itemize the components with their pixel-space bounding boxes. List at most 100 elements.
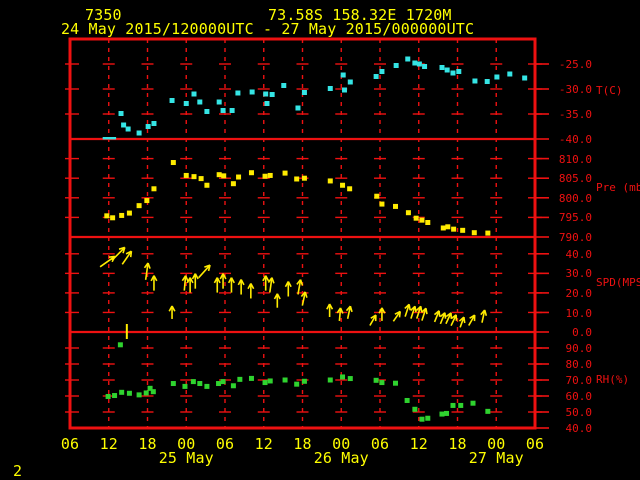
pressure-point xyxy=(183,172,189,178)
wind-arrow-head xyxy=(421,307,427,313)
wind-arrow-shaft xyxy=(297,279,302,295)
hour-label: 18 xyxy=(293,435,312,453)
temp-point xyxy=(301,90,307,95)
wind-arrow-shaft xyxy=(410,306,416,319)
wind-arrow-head xyxy=(122,247,126,254)
rh-point xyxy=(248,375,254,381)
wind-arrow-head xyxy=(129,251,133,258)
wind-arrow-shaft xyxy=(433,310,440,323)
temp-point xyxy=(472,78,478,84)
temp-point xyxy=(295,105,301,111)
wind-arrow-head xyxy=(463,316,466,324)
wind-arrow-shaft xyxy=(198,264,211,279)
wind-arrow-head xyxy=(171,305,176,312)
pressure-point xyxy=(204,182,210,188)
wind-arrow-head xyxy=(143,262,149,269)
wind-arrow-head xyxy=(108,255,115,258)
ytick-label: -40.0 xyxy=(558,133,592,146)
wind-arrow-head xyxy=(240,279,245,286)
wind-arrow-shaft xyxy=(421,307,427,321)
wind-arrow-head xyxy=(273,293,279,300)
wind-arrow-head xyxy=(264,275,270,282)
rh-point xyxy=(147,385,153,391)
pressure-point xyxy=(104,213,110,219)
wind-arrow-shaft xyxy=(369,314,377,326)
temp-point xyxy=(341,87,347,93)
wind-arrow-head xyxy=(204,264,211,268)
wind-arrow-head xyxy=(336,307,342,314)
wind-arrow-head xyxy=(267,277,273,283)
rh-point xyxy=(425,415,431,421)
wind-arrow-head xyxy=(271,277,275,284)
wind-arrow-shaft xyxy=(415,306,422,319)
wind-arrow-head xyxy=(181,275,187,282)
wind-arrow-head xyxy=(370,314,377,319)
temp-point xyxy=(456,69,462,74)
pressure-point xyxy=(379,201,385,207)
temp-point xyxy=(151,121,157,126)
pressure-point xyxy=(294,176,300,182)
date-label: 25 May xyxy=(158,449,214,467)
wind-arrow-head xyxy=(118,246,126,250)
ytick-label: 30.0 xyxy=(565,267,593,281)
temp-point xyxy=(412,60,418,66)
pressure-point xyxy=(119,212,125,218)
wind-arrow-shaft xyxy=(269,277,273,293)
rh-point xyxy=(150,389,156,395)
temp-point xyxy=(507,71,513,77)
temp-point xyxy=(379,69,385,74)
wind-arrow-head xyxy=(189,277,194,284)
rh-point xyxy=(190,379,196,385)
pressure-point xyxy=(425,219,431,225)
pressure-point xyxy=(327,178,333,184)
ytick-label: 50.0 xyxy=(565,406,593,419)
wind-arrow-shaft xyxy=(481,309,486,323)
rh-point xyxy=(450,402,456,408)
wind-arrow-shaft xyxy=(459,316,465,328)
pressure-point xyxy=(347,186,353,192)
wind-arrow-head xyxy=(480,309,486,316)
pressure-point xyxy=(485,230,491,236)
temp-point xyxy=(281,83,287,88)
ytick-label: 10.0 xyxy=(565,306,593,320)
wind-arrow-head xyxy=(299,279,304,286)
date-label: 27 May xyxy=(468,449,524,467)
hour-label: 06 xyxy=(215,435,235,453)
pressure-point xyxy=(393,203,398,209)
hour-label: 06 xyxy=(370,435,390,453)
temp-point xyxy=(494,74,500,80)
wind-arrow-head xyxy=(450,314,457,320)
time-range: 24 May 2015/120000UTC - 27 May 2015/0000… xyxy=(61,20,475,38)
wind-arrow-shaft xyxy=(439,312,446,325)
temp-point xyxy=(136,130,142,136)
pressure-point xyxy=(191,174,197,180)
rh-point xyxy=(197,381,203,387)
rh-point xyxy=(237,376,243,382)
rh-point xyxy=(347,376,353,382)
ytick-label: 805.0 xyxy=(558,172,592,186)
rh-point xyxy=(262,380,268,386)
rh-point xyxy=(267,378,273,384)
wind-arrow-head xyxy=(304,291,308,298)
ytick-label: -30.0 xyxy=(558,83,592,96)
temp-point xyxy=(484,79,490,84)
temp-point xyxy=(444,67,450,73)
pressure-point xyxy=(460,227,466,233)
ytick-label: 800.0 xyxy=(558,191,592,205)
pressure-point xyxy=(451,226,457,232)
wind-arrow-head xyxy=(262,275,267,282)
rh-point xyxy=(458,402,464,408)
station-location: 73.58S 158.32E 1720M xyxy=(268,6,452,24)
rh-point xyxy=(117,342,123,348)
pressure-point xyxy=(301,175,307,181)
rh-point xyxy=(393,380,398,386)
wind-arrow-head xyxy=(349,305,353,313)
ytick-label: -25.0 xyxy=(558,58,592,71)
temp-point xyxy=(522,75,528,81)
pressure-point xyxy=(405,210,411,216)
hour-label: 18 xyxy=(138,435,157,453)
wind-arrow-head xyxy=(147,262,151,269)
wind-arrow-head xyxy=(150,275,155,282)
rh-point xyxy=(182,383,188,389)
